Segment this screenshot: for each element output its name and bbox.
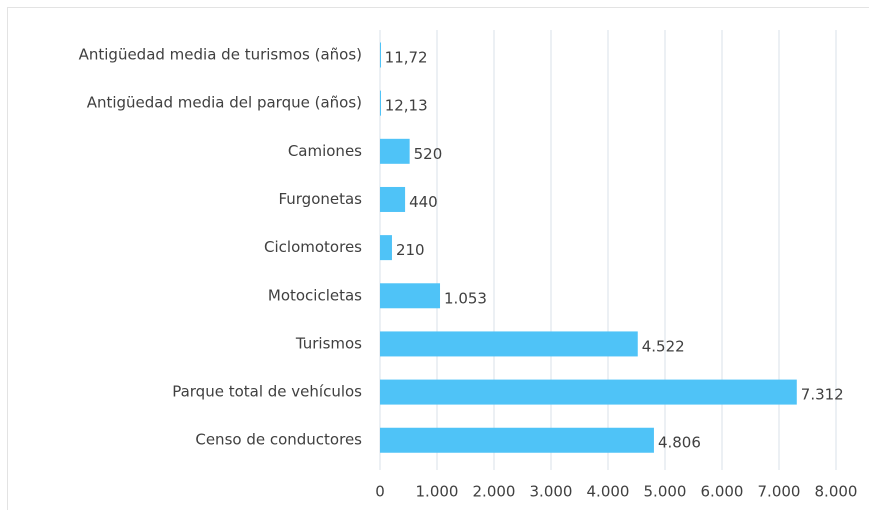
y-tick-label: Parque total de vehículos <box>172 383 362 401</box>
x-tick-label: 4.000 <box>587 483 630 501</box>
bar <box>380 427 654 453</box>
y-tick-label: Censo de conductores <box>195 431 362 449</box>
y-tick-label: Ciclomotores <box>264 238 362 256</box>
data-label: 440 <box>409 193 438 211</box>
y-tick-label: Antigüedad media de turismos (años) <box>79 46 362 64</box>
x-tick-label: 1.000 <box>416 483 459 501</box>
data-label: 1.053 <box>444 289 487 307</box>
x-tick-label: 5.000 <box>644 483 687 501</box>
data-label: 4.806 <box>658 434 701 452</box>
y-tick-label: Motocicletas <box>268 286 362 304</box>
y-tick-label: Turismos <box>295 334 362 352</box>
x-tick-label: 6.000 <box>701 483 744 501</box>
data-label: 4.522 <box>642 337 685 355</box>
x-tick-label: 8.000 <box>815 483 858 501</box>
data-label: 7.312 <box>801 386 844 404</box>
data-label: 11,72 <box>385 49 428 67</box>
data-label: 12,13 <box>385 97 428 115</box>
chart-border <box>7 7 869 510</box>
bar <box>380 235 392 261</box>
data-label: 210 <box>396 241 425 259</box>
bar <box>380 283 441 309</box>
x-tick-label: 7.000 <box>758 483 801 501</box>
x-tick-label: 0 <box>375 483 385 501</box>
bar <box>380 379 797 405</box>
x-tick-label: 3.000 <box>530 483 573 501</box>
bar <box>380 331 638 357</box>
bar <box>380 90 381 116</box>
bar <box>380 186 406 212</box>
y-tick-label: Antigüedad media del parque (años) <box>87 94 362 112</box>
y-tick-label: Camiones <box>288 142 362 160</box>
bar <box>380 138 410 164</box>
y-tick-label: Furgonetas <box>278 190 362 208</box>
x-tick-label: 2.000 <box>473 483 516 501</box>
data-label: 520 <box>414 145 443 163</box>
bar <box>380 42 381 68</box>
